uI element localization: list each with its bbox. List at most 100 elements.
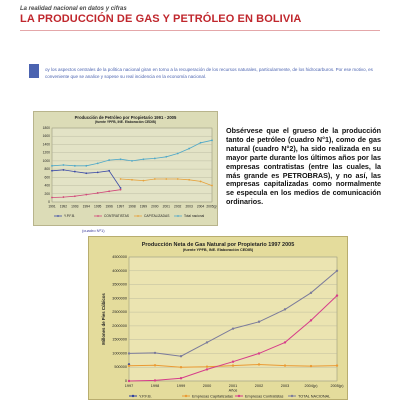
data-point — [153, 178, 156, 180]
y-tick-label: 400 — [44, 184, 50, 188]
data-point — [205, 341, 209, 344]
y-tick-label: 1500000 — [112, 338, 127, 342]
legend-marker — [237, 394, 241, 398]
x-tick-label: 2000 — [151, 204, 159, 208]
data-point — [153, 364, 157, 367]
data-point — [153, 157, 156, 160]
y-tick-label: 0 — [48, 200, 50, 204]
legend-marker — [137, 215, 139, 217]
x-tick-label: 2002 — [174, 204, 182, 208]
x-tick-label: 2003 — [185, 204, 193, 208]
legend-marker — [57, 215, 59, 217]
chart2-plot: 0 500000 1000000 1500000 2000000 2500000 30000… — [101, 255, 344, 398]
y-tick-label: 1400 — [43, 142, 51, 146]
y-tick-label: 4500000 — [112, 255, 127, 259]
data-point — [257, 363, 261, 366]
data-point — [142, 158, 145, 161]
legend-label: Total nacional — [184, 214, 204, 218]
data-point — [85, 172, 88, 175]
x-axis-label: Años — [229, 389, 238, 393]
data-point — [62, 196, 65, 198]
x-tick-label: 1998 — [151, 384, 159, 388]
x-tick-label: 1999 — [140, 204, 148, 208]
x-tick-label: 1997 — [117, 204, 125, 208]
y-tick-label: 3500000 — [112, 283, 127, 287]
data-point — [108, 169, 111, 172]
data-point — [108, 190, 111, 193]
data-point — [283, 364, 287, 367]
oil-production-chart: Producción de Petróleo por Propietario 1… — [33, 111, 218, 226]
x-tick-label: 2001 — [229, 384, 237, 388]
data-point — [127, 379, 131, 383]
chart1-caption: (cuadro Nº1) — [82, 228, 105, 233]
data-point — [85, 164, 88, 167]
data-point — [211, 139, 213, 142]
chart1-plot: 0 200 400 600 800 1000 1200 1400 1600 1800 1991 199… — [43, 126, 217, 218]
y-tick-label: 4000000 — [112, 269, 127, 273]
data-point — [96, 192, 99, 194]
data-point — [205, 365, 209, 368]
data-point — [257, 320, 261, 323]
data-point — [335, 294, 339, 297]
data-point — [73, 170, 76, 173]
data-point — [231, 364, 235, 367]
plot-area — [51, 127, 213, 203]
page-title: LA PRODUCCIÓN DE GAS Y PETRÓLEO EN BOLIV… — [20, 13, 302, 25]
data-point — [73, 195, 76, 198]
data-point — [309, 291, 313, 295]
legend-marker — [184, 394, 188, 398]
data-point — [119, 178, 122, 180]
data-point — [62, 164, 65, 166]
legend-marker — [97, 215, 99, 217]
data-point — [199, 141, 202, 144]
x-tick-label: 2005(p) — [330, 384, 344, 388]
title-divider — [20, 30, 380, 31]
data-point — [96, 171, 99, 174]
y-tick-label: 2500000 — [112, 310, 127, 314]
x-tick-label: 1999 — [177, 384, 185, 388]
gas-production-chart: Producción Neta de Gas Natural por Propi… — [88, 236, 348, 400]
x-tick-label: 2000 — [203, 384, 211, 388]
y-tick-label: 1000000 — [112, 351, 127, 355]
data-point — [179, 366, 183, 369]
data-point — [283, 308, 287, 311]
data-point — [153, 379, 157, 382]
x-tick-label: 1997 — [125, 384, 133, 388]
data-point — [179, 355, 183, 358]
data-point — [96, 162, 99, 165]
y-tick-label: 500000 — [114, 365, 127, 369]
legend-label: Y.P.F.B. — [139, 394, 152, 398]
data-point — [199, 180, 202, 183]
data-point — [283, 341, 287, 344]
data-point — [119, 187, 122, 189]
legend-label: CONTRATISTAS — [104, 214, 130, 218]
y-tick-label: 1600 — [43, 134, 51, 138]
chart1-title: Producción de Petróleo por Propietario 1… — [74, 115, 177, 120]
y-tick-label: 600 — [44, 175, 50, 179]
data-point — [73, 164, 76, 167]
x-tick-label: 1996 — [105, 204, 113, 208]
data-point — [176, 152, 179, 155]
chart2-title: Producción Neta de Gas Natural por Propi… — [141, 242, 295, 248]
data-point — [51, 164, 53, 167]
x-tick-label: 1994 — [83, 204, 91, 208]
data-point — [179, 377, 183, 380]
data-point — [119, 188, 122, 191]
data-point — [231, 327, 235, 330]
x-tick-label: 1992 — [60, 204, 68, 208]
data-point — [119, 158, 122, 161]
x-tick-label: 1993 — [71, 204, 79, 208]
data-point — [165, 178, 168, 180]
plot-area — [128, 256, 338, 382]
chart1-subtitle: (fuente YPFB, INE. Elaboración CEDIB) — [95, 120, 156, 124]
data-point — [205, 368, 209, 371]
data-point — [51, 196, 53, 199]
y-tick-label: 800 — [44, 167, 50, 171]
x-tick-label: 1991 — [48, 204, 56, 208]
y-tick-label: 1800 — [43, 126, 51, 130]
y-tick-label: 200 — [44, 192, 50, 196]
data-point — [127, 352, 131, 355]
data-point — [108, 159, 111, 161]
x-tick-label: 2001 — [163, 204, 171, 208]
legend-label: Empresas Contratistas — [245, 394, 284, 398]
